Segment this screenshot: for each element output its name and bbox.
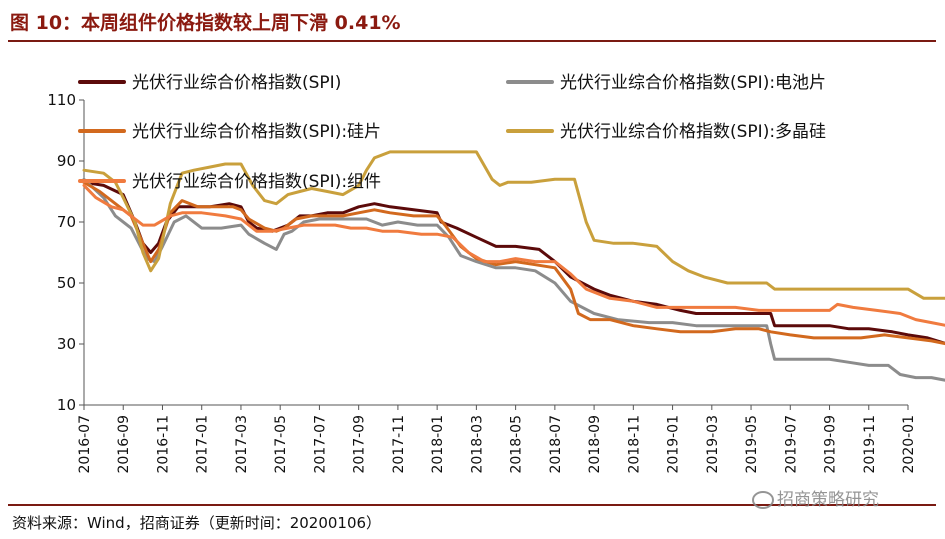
legend-label-2: 光伏行业综合价格指数(SPI):电池片 xyxy=(560,73,826,93)
x-tick-label: 2019-09 xyxy=(823,415,839,474)
title-divider xyxy=(8,40,936,42)
y-tick-label: 10 xyxy=(57,396,76,414)
series-line-2 xyxy=(82,177,945,382)
y-tick-label: 90 xyxy=(57,152,76,170)
axes-layer: 10 30 50 70 90 110 2016-07 2016-09 2016-11 2017-0… xyxy=(47,91,917,474)
x-tick-label: 2016-11 xyxy=(155,415,171,474)
x-tick-label: 2020-01 xyxy=(901,415,917,474)
series-line-4 xyxy=(82,150,945,300)
legend-label-4: 光伏行业综合价格指数(SPI):多晶硅 xyxy=(560,122,826,142)
chart-title: 图 10：本周组件价格指数较上周下滑 0.41% xyxy=(10,12,401,34)
x-tick-label: 2019-11 xyxy=(862,415,878,474)
watermark-text: 招商策略研究 xyxy=(777,490,879,510)
x-tick-label: 2018-09 xyxy=(587,415,603,474)
y-tick-label: 30 xyxy=(57,335,76,353)
x-tick-label: 2018-05 xyxy=(509,415,525,474)
legend-label-1: 光伏行业综合价格指数(SPI) xyxy=(132,73,341,93)
x-tick-label: 2019-07 xyxy=(783,415,799,474)
x-tick-label: 2019-01 xyxy=(666,415,682,474)
wechat-icon xyxy=(752,491,774,509)
legend-label-5: 光伏行业综合价格指数(SPI):组件 xyxy=(132,172,381,192)
x-tick-label: 2017-03 xyxy=(234,415,250,474)
footer-divider xyxy=(8,504,936,506)
series-line-5 xyxy=(82,183,945,327)
series-line-3 xyxy=(82,180,945,346)
x-tick-label: 2017-07 xyxy=(312,415,328,474)
watermark: 招商策略研究 xyxy=(752,485,879,510)
legend-layer: 光伏行业综合价格指数(SPI) 光伏行业综合价格指数(SPI):电池片光伏行业综合… xyxy=(78,73,826,192)
x-tick-label: 2016-07 xyxy=(77,415,93,474)
y-tick-label: 70 xyxy=(57,213,76,231)
x-tick-label: 2018-03 xyxy=(469,415,485,474)
legend-label-3: 光伏行业综合价格指数(SPI):硅片 xyxy=(132,122,381,142)
series-layer xyxy=(82,150,945,382)
x-tick-label: 2017-05 xyxy=(273,415,289,474)
x-tick-label: 2017-11 xyxy=(391,415,407,474)
x-tick-label: 2018-01 xyxy=(430,415,446,474)
x-tick-label: 2017-01 xyxy=(195,415,211,474)
x-tick-label: 2016-09 xyxy=(116,415,132,474)
x-tick-label: 2019-03 xyxy=(705,415,721,474)
y-tick-label: 50 xyxy=(57,274,76,292)
x-tick-label: 2018-07 xyxy=(548,415,564,474)
source-note: 资料来源：Wind，招商证券（更新时间：20200106） xyxy=(12,514,382,532)
y-tick-label: 110 xyxy=(47,91,76,109)
x-tick-label: 2018-11 xyxy=(626,415,642,474)
x-tick-label: 2017-09 xyxy=(352,415,368,474)
x-tick-label: 2019-05 xyxy=(744,415,760,474)
